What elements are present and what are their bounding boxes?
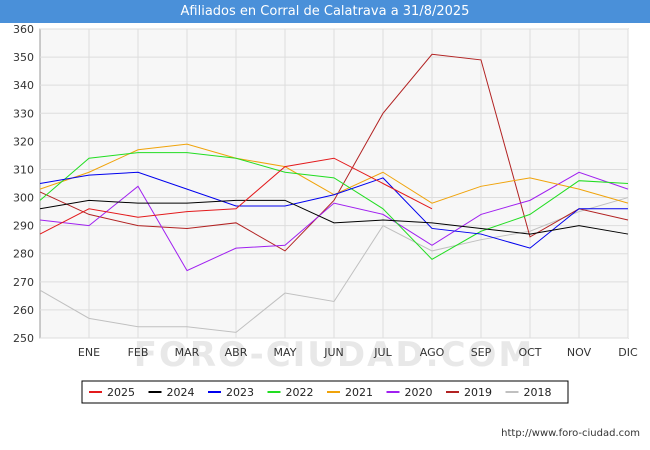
x-tick-label: FEB [128,346,149,359]
y-tick-label: 280 [13,248,34,261]
x-tick-label: MAY [274,346,297,359]
legend-label-2019: 2019 [464,386,492,399]
legend-label-2024: 2024 [167,386,195,399]
y-tick-label: 340 [13,79,34,92]
y-tick-label: 350 [13,51,34,64]
series-line-2023 [39,171,628,249]
x-tick-label: NOV [567,346,592,359]
y-tick-label: 310 [13,163,34,176]
x-tick-label: DIC [618,346,638,359]
grid-lines [40,28,629,339]
y-tick-label: 320 [13,135,34,148]
y-tick-label: 270 [13,276,34,289]
x-tick-label: MAR [175,346,200,359]
chart-title: Afiliados en Corral de Calatrava a 31/8/… [0,0,650,23]
source-url[interactable]: http://www.foro-ciudad.com [501,428,640,439]
legend-label-2022: 2022 [286,386,314,399]
series-lines [39,53,629,333]
x-tick-label: AGO [420,346,445,359]
x-tick-label: OCT [518,346,541,359]
x-tick-label: ENE [78,346,100,359]
x-tick-label: ABR [225,346,248,359]
legend-label-2021: 2021 [345,386,373,399]
y-tick-label: 330 [13,107,34,120]
watermark-text: FORO-CIUDAD.COM [134,335,535,375]
x-tick-label: JUN [323,346,344,359]
series-line-2022 [39,152,629,260]
series-line-2024 [39,199,629,235]
legend-label-2020: 2020 [405,386,433,399]
series-line-2020 [39,171,629,272]
series-line-2025 [39,157,433,235]
legend-label-2025: 2025 [107,386,135,399]
y-tick-label: 290 [13,220,34,233]
y-tick-label: 260 [13,304,34,317]
x-axis-ticks: ENE FEB MAR ABR MAY JUN JUL AGO SEP OCT NOV DIC [78,346,638,359]
legend-label-2023: 2023 [226,386,254,399]
y-axis-ticks: 250 260 270 280 290 300 310 320 330 340 350 360 [13,23,34,345]
y-tick-label: 360 [13,23,34,36]
y-tick-label: 250 [13,332,34,345]
x-tick-label: SEP [471,346,492,359]
legend-box [81,380,569,404]
y-tick-label: 300 [13,192,34,205]
legend-label-2018: 2018 [524,386,552,399]
series-line-2018 [39,197,629,333]
series-line-2019 [39,53,629,252]
legend: 2025 2024 2023 2022 2021 2020 2019 2018 [81,380,569,404]
x-tick-label: JUL [373,346,392,359]
